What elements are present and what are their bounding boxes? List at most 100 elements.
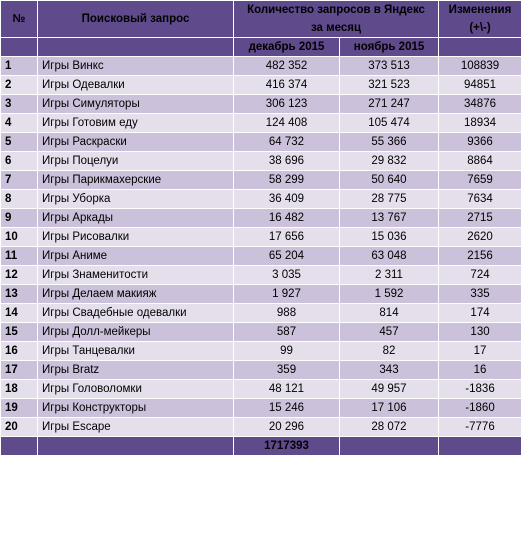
table-row: 6 Игры Поцелуи 38 696 29 832 8864	[0, 151, 522, 171]
subheader-empty-num	[0, 37, 38, 57]
table-row: 2 Игры Одевалки 416 374 321 523 94851	[0, 75, 522, 95]
total-empty-nov	[338, 436, 440, 456]
row-dec-count: 48 121	[233, 379, 340, 399]
row-query: Игры Рисовалки	[37, 227, 234, 247]
table-row: 1 Игры Винкс 482 352 373 513 108839	[0, 56, 522, 76]
header-change: Изменения (+\-)	[438, 0, 522, 38]
row-query: Игры Аркады	[37, 208, 234, 228]
table-row: 10 Игры Рисовалки 17 656 15 036 2620	[0, 227, 522, 247]
row-number: 19	[0, 398, 38, 418]
row-query: Игры Винкс	[37, 56, 234, 76]
row-dec-count: 99	[233, 341, 340, 361]
row-nov-count: 63 048	[338, 246, 440, 266]
row-query: Игры Головоломки	[37, 379, 234, 399]
row-nov-count: 373 513	[338, 56, 440, 76]
table-row: 8 Игры Уборка 36 409 28 775 7634	[0, 189, 522, 209]
row-number: 14	[0, 303, 38, 323]
row-number: 3	[0, 94, 38, 114]
row-change: 7659	[438, 170, 522, 190]
row-change: -7776	[438, 417, 522, 437]
table-row: 9 Игры Аркады 16 482 13 767 2715	[0, 208, 522, 228]
header-row: № Поисковый запрос Количество запросов в…	[0, 0, 522, 38]
row-nov-count: 17 106	[338, 398, 440, 418]
header-count-line1: Количество запросов в Яндекс	[247, 4, 425, 16]
row-number: 6	[0, 151, 38, 171]
row-number: 16	[0, 341, 38, 361]
header-query: Поисковый запрос	[37, 0, 234, 38]
table-row: 16 Игры Танцевалки 99 82 17	[0, 341, 522, 361]
row-dec-count: 416 374	[233, 75, 340, 95]
row-nov-count: 28 072	[338, 417, 440, 437]
row-number: 8	[0, 189, 38, 209]
row-change: 7634	[438, 189, 522, 209]
row-query: Игры Escape	[37, 417, 234, 437]
table-row: 7 Игры Парикмахерские 58 299 50 640 7659	[0, 170, 522, 190]
row-dec-count: 359	[233, 360, 340, 380]
row-query: Игры Долл-мейкеры	[37, 322, 234, 342]
row-change: 2715	[438, 208, 522, 228]
row-number: 20	[0, 417, 38, 437]
row-number: 10	[0, 227, 38, 247]
row-change: 2156	[438, 246, 522, 266]
row-dec-count: 65 204	[233, 246, 340, 266]
search-stats-table: № Поисковый запрос Количество запросов в…	[0, 0, 522, 456]
row-query: Игры Парикмахерские	[37, 170, 234, 190]
subheader-empty-change	[438, 37, 522, 57]
row-dec-count: 36 409	[233, 189, 340, 209]
row-change: 108839	[438, 56, 522, 76]
row-dec-count: 38 696	[233, 151, 340, 171]
row-change: 9366	[438, 132, 522, 152]
row-dec-count: 17 656	[233, 227, 340, 247]
row-change: 174	[438, 303, 522, 323]
row-query: Игры Конструкторы	[37, 398, 234, 418]
row-query: Игры Поцелуи	[37, 151, 234, 171]
row-nov-count: 457	[338, 322, 440, 342]
table-row: 19 Игры Конструкторы 15 246 17 106 -1860	[0, 398, 522, 418]
row-nov-count: 50 640	[338, 170, 440, 190]
row-nov-count: 321 523	[338, 75, 440, 95]
row-change: 724	[438, 265, 522, 285]
row-query: Игры Готовим еду	[37, 113, 234, 133]
row-dec-count: 16 482	[233, 208, 340, 228]
row-change: 16	[438, 360, 522, 380]
row-change: -1860	[438, 398, 522, 418]
row-dec-count: 15 246	[233, 398, 340, 418]
table-row: 18 Игры Головоломки 48 121 49 957 -1836	[0, 379, 522, 399]
row-number: 7	[0, 170, 38, 190]
row-dec-count: 124 408	[233, 113, 340, 133]
row-dec-count: 64 732	[233, 132, 340, 152]
row-nov-count: 55 366	[338, 132, 440, 152]
row-number: 12	[0, 265, 38, 285]
row-number: 18	[0, 379, 38, 399]
row-nov-count: 13 767	[338, 208, 440, 228]
row-nov-count: 82	[338, 341, 440, 361]
row-number: 5	[0, 132, 38, 152]
row-change: 130	[438, 322, 522, 342]
row-dec-count: 587	[233, 322, 340, 342]
row-change: -1836	[438, 379, 522, 399]
row-dec-count: 3 035	[233, 265, 340, 285]
row-dec-count: 482 352	[233, 56, 340, 76]
row-dec-count: 20 296	[233, 417, 340, 437]
row-query: Игры Одевалки	[37, 75, 234, 95]
row-nov-count: 105 474	[338, 113, 440, 133]
row-query: Игры Свадебные одевалки	[37, 303, 234, 323]
row-query: Игры Уборка	[37, 189, 234, 209]
table-row: 13 Игры Делаем макияж 1 927 1 592 335	[0, 284, 522, 304]
row-number: 9	[0, 208, 38, 228]
row-nov-count: 15 036	[338, 227, 440, 247]
table-row: 15 Игры Долл-мейкеры 587 457 130	[0, 322, 522, 342]
table-row: 17 Игры Bratz 359 343 16	[0, 360, 522, 380]
row-query: Игры Танцевалки	[37, 341, 234, 361]
total-empty-num	[0, 436, 38, 456]
table-row: 14 Игры Свадебные одевалки 988 814 174	[0, 303, 522, 323]
row-change: 94851	[438, 75, 522, 95]
header-dec: декабрь 2015	[233, 37, 340, 57]
total-row: 1717393	[0, 436, 522, 456]
row-query: Игры Делаем макияж	[37, 284, 234, 304]
table-row: 4 Игры Готовим еду 124 408 105 474 18934	[0, 113, 522, 133]
header-change-line2: (+\-)	[469, 22, 491, 34]
row-change: 18934	[438, 113, 522, 133]
total-empty-query	[37, 436, 234, 456]
header-count-line2: за месяц	[310, 22, 362, 34]
